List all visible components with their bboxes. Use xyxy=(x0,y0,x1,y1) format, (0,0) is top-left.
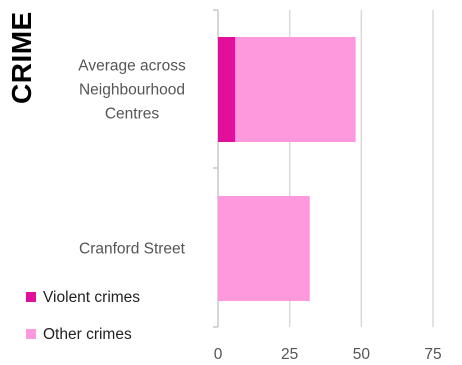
bar-violent-0 xyxy=(218,37,236,142)
category-label-0: Average across Neighbourhood Centres xyxy=(78,58,186,123)
category-label-line: Neighbourhood xyxy=(79,82,185,99)
category-labels: Average across Neighbourhood Centres Cranfo… xyxy=(78,58,186,258)
category-label-1: Cranford Street xyxy=(79,241,186,258)
legend-item-violent: Violent crimes xyxy=(26,289,140,307)
legend-label-other: Other crimes xyxy=(43,326,132,343)
tick-labels: 0 25 50 75 xyxy=(214,346,442,363)
category-axis xyxy=(213,9,219,328)
x-tick-label-75: 75 xyxy=(424,346,441,363)
legend-label-violent: Violent crimes xyxy=(43,289,141,306)
bar-other-0 xyxy=(235,37,356,142)
bars xyxy=(218,37,356,301)
x-tick-label-50: 50 xyxy=(353,346,371,363)
legend-swatch-violent xyxy=(26,292,36,302)
x-tick-label-25: 25 xyxy=(281,346,298,363)
category-label-line: Centres xyxy=(105,106,160,123)
category-label-line: Cranford Street xyxy=(79,241,186,258)
x-tick-label-0: 0 xyxy=(214,346,223,363)
bar-other-1 xyxy=(218,196,310,301)
legend-item-other: Other crimes xyxy=(26,326,132,344)
category-label-line: Average across xyxy=(78,58,186,75)
legend-swatch-other xyxy=(26,329,36,339)
